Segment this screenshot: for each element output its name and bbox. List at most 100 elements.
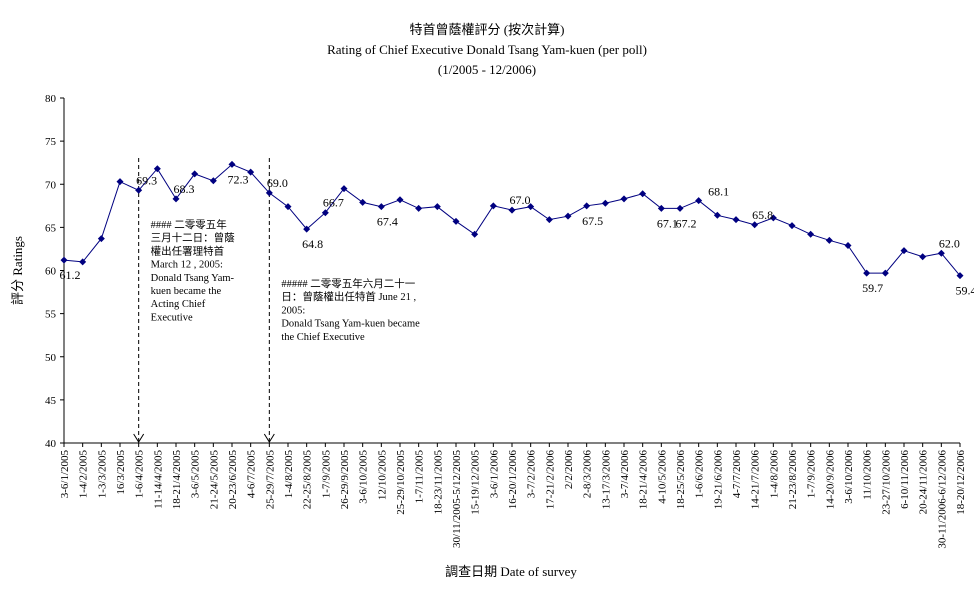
x-tick-label: 1-7/9/2006 [806, 450, 818, 499]
x-tick-label: 25-29/10/2005 [395, 450, 407, 515]
annotation-text: March 12 , 2005: [151, 260, 223, 271]
data-label: 69.3 [136, 173, 157, 187]
x-tick-label: 21-24/5/2005 [208, 450, 220, 510]
data-point [732, 216, 740, 224]
x-tick-label: 19-21/6/2006 [712, 450, 724, 510]
data-point [396, 196, 404, 204]
data-point [919, 253, 927, 261]
x-tick-label: 1-6/4/2005 [134, 450, 146, 499]
x-tick-label: 1-7/9/2005 [320, 450, 332, 499]
x-tick-label: 4-7/7/2006 [731, 450, 743, 499]
data-label: 67.0 [510, 193, 531, 207]
data-point [844, 241, 852, 249]
x-tick-label: 17-21/2/2006 [544, 450, 556, 510]
data-label: 67.1 [657, 216, 678, 230]
annotation-text: 2005: [281, 305, 305, 316]
data-point [825, 236, 833, 244]
x-tick-label: 25-29/7/2005 [264, 450, 276, 510]
x-tick-label: 11/10/2006 [862, 450, 874, 500]
data-point [545, 216, 553, 224]
x-tick-label: 16/3/2005 [115, 450, 127, 495]
data-point [247, 168, 255, 176]
data-label: 61.2 [60, 268, 81, 282]
data-label: 67.2 [676, 216, 697, 230]
data-point [452, 217, 460, 225]
x-tick-label: 18-25/5/2006 [675, 450, 687, 510]
data-point [97, 235, 105, 243]
data-point [601, 199, 609, 207]
x-tick-label: 11-14/4/2005 [152, 450, 164, 509]
x-tick-label: 1-6/6/2006 [694, 450, 706, 499]
annotation-text: #### 二零零五年 [151, 218, 227, 231]
data-point [359, 198, 367, 206]
y-tick-label: 70 [45, 179, 57, 191]
data-point [881, 269, 889, 277]
data-label: 59.7 [862, 281, 883, 295]
y-tick-label: 80 [45, 93, 57, 105]
data-point [284, 203, 292, 211]
annotation-text: Donald Tsang Yam- [151, 273, 235, 284]
y-tick-label: 75 [45, 136, 57, 148]
x-tick-label: 6-10/11/2006 [899, 450, 911, 509]
annotation-text: the Chief Executive [281, 332, 365, 343]
data-label: 68.3 [174, 182, 195, 196]
data-point [769, 214, 777, 222]
x-tick-label: 21-23/8/2006 [787, 450, 799, 510]
annotation-text: Donald Tsang Yam-kuen became [281, 319, 420, 330]
x-tick-label: 20-24/11/2006 [918, 450, 930, 515]
data-point [415, 204, 423, 212]
y-tick-label: 60 [45, 266, 57, 278]
data-point [303, 225, 311, 233]
annotation-text: 三月十二日：曾蔭 [151, 231, 235, 244]
x-tick-label: 3-7/4/2006 [619, 450, 631, 499]
data-point [79, 258, 87, 266]
data-point [900, 247, 908, 255]
data-label: 68.1 [708, 185, 729, 199]
x-tick-label: 14-20/9/2006 [824, 450, 836, 510]
x-tick-label: 3-6/10/2006 [843, 450, 855, 504]
data-point [676, 204, 684, 212]
x-tick-label: 18-21/4/2005 [171, 450, 183, 510]
x-tick-label: 3-6/10/2005 [358, 450, 370, 504]
x-tick-label: 1-3/3/2005 [96, 450, 108, 499]
x-tick-label: 18-20/12/2006 [955, 450, 967, 515]
x-tick-label: 2-8/3/2006 [582, 450, 594, 499]
data-point [265, 189, 273, 197]
data-label: 69.0 [267, 176, 288, 190]
data-point [937, 249, 945, 257]
x-tick-label: 15-19/12/2005 [470, 450, 482, 515]
annotation-text: kuen became the [151, 286, 222, 297]
data-point [209, 177, 217, 185]
x-tick-label: 3-7/2/2006 [526, 450, 538, 499]
x-tick-label: 18-21/4/2006 [638, 450, 650, 510]
x-tick-label: 22-25/8/2005 [302, 450, 314, 510]
x-axis-label: 調查日期 Date of survey [445, 564, 577, 579]
x-tick-label: 30-11/2006-6/12/2006 [936, 450, 948, 549]
x-tick-label: 30/11/2005-5/12/2005 [451, 450, 463, 548]
data-point [956, 272, 964, 280]
x-tick-label: 4-10/5/2006 [656, 450, 668, 504]
x-tick-label: 20-23/6/2005 [227, 450, 239, 510]
data-label: 67.4 [377, 215, 398, 229]
data-point [172, 195, 180, 203]
chart-subtitle: Rating of Chief Executive Donald Tsang Y… [327, 42, 647, 57]
data-point [751, 221, 759, 229]
data-point [340, 185, 348, 193]
data-label: 67.5 [582, 214, 603, 228]
x-tick-label: 16-20/1/2006 [507, 450, 519, 510]
chart-title: 特首曾蔭權評分 (按次計算) [409, 22, 565, 37]
data-point [620, 195, 628, 203]
data-label: 59.4 [956, 284, 974, 298]
data-point [863, 269, 871, 277]
x-tick-label: 26-29/9/2005 [339, 450, 351, 510]
data-label: 65.8 [752, 208, 773, 222]
data-label: 64.8 [302, 237, 323, 251]
x-tick-label: 1-4/8/2005 [283, 450, 295, 499]
data-point [60, 256, 68, 264]
data-point [788, 222, 796, 230]
annotation-text: 日：曾蔭權出任特首 June 21 , [281, 290, 416, 303]
data-point [657, 204, 665, 212]
data-point [191, 170, 199, 178]
data-point [527, 203, 535, 211]
x-tick-label: 23-27/10/2006 [880, 450, 892, 515]
